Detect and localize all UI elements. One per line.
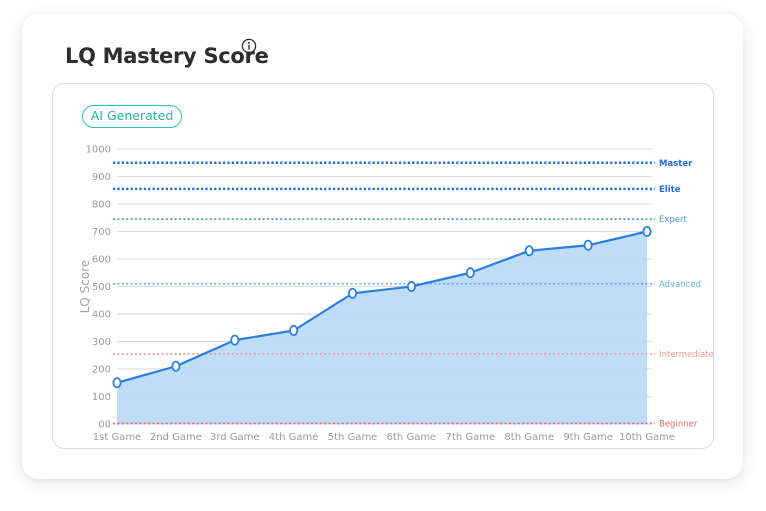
info-icon[interactable] [241,38,257,54]
level-label-beginner: Beginner [659,420,698,430]
data-point [289,324,299,336]
y-tick-label: 900 [92,172,111,183]
page-title: LQ Mastery Score [65,44,269,68]
level-label-intermediate: Intermediate [659,350,714,360]
x-tick-label: 1st Game [93,432,141,443]
data-point [230,334,240,346]
level-label-advanced: Advanced [659,280,701,290]
x-tick-label: 4th Game [269,432,319,443]
y-tick-label: 200 [92,365,111,376]
data-point [406,280,416,292]
y-tick-label: 00 [98,420,111,431]
data-point [171,360,181,372]
level-label-expert: Expert [659,215,688,225]
y-axis-label: LQ Score [78,260,92,314]
y-tick-label: 700 [92,227,111,238]
ai-generated-badge: AI Generated [82,105,182,128]
data-point [642,225,652,237]
y-tick-label: 800 [92,200,111,211]
y-tick-label: 400 [92,310,111,321]
y-tick-label: 300 [92,337,111,348]
level-label-elite: Elite [659,185,681,195]
x-tick-label: 10th Game [619,432,675,443]
series-line [116,230,648,384]
data-point [465,267,475,279]
level-label-master: Master [659,159,693,169]
data-point [583,239,593,251]
x-tick-label: 6th Game [387,432,437,443]
data-point [348,287,358,299]
y-tick-label: 100 [92,392,111,403]
y-tick-label: 600 [92,255,111,266]
y-tick-label: 500 [92,282,111,293]
area-fill [117,231,647,424]
x-tick-label: 3rd Game [210,432,260,443]
x-tick-label: 7th Game [446,432,496,443]
data-point [112,377,122,389]
data-point [524,245,534,257]
x-tick-label: 2nd Game [150,432,202,443]
x-tick-label: 8th Game [504,432,554,443]
x-tick-label: 9th Game [563,432,613,443]
y-tick-label: 1000 [86,145,111,156]
x-tick-label: 5th Game [328,432,378,443]
